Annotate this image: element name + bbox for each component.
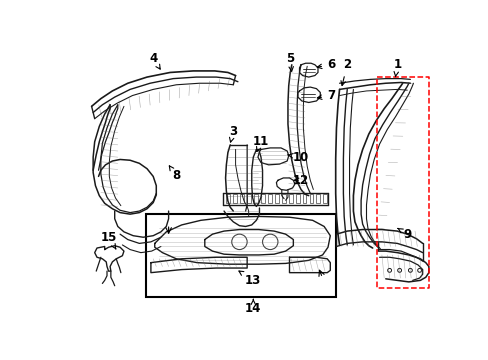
Text: 15: 15 <box>100 231 117 249</box>
Bar <box>323 194 326 203</box>
Text: 6: 6 <box>317 58 334 71</box>
Text: 7: 7 <box>317 89 334 102</box>
Text: 13: 13 <box>239 271 261 287</box>
Text: 3: 3 <box>229 125 237 142</box>
Bar <box>316 194 320 203</box>
Text: 14: 14 <box>244 300 261 315</box>
Text: 8: 8 <box>169 166 180 182</box>
Text: 1: 1 <box>392 58 401 77</box>
Bar <box>261 194 264 203</box>
Bar <box>233 194 237 203</box>
Text: 10: 10 <box>287 150 308 164</box>
Bar <box>254 194 257 203</box>
Text: 9: 9 <box>397 228 410 240</box>
Text: 4: 4 <box>149 52 160 69</box>
Text: 12: 12 <box>292 174 308 187</box>
Bar <box>145 214 335 297</box>
Bar <box>267 194 271 203</box>
Bar <box>295 194 299 203</box>
Bar <box>302 194 306 203</box>
Text: 2: 2 <box>340 58 350 86</box>
Bar <box>274 194 278 203</box>
Bar <box>226 194 230 203</box>
Bar <box>309 194 313 203</box>
Text: 5: 5 <box>285 52 294 71</box>
Text: 11: 11 <box>252 135 268 152</box>
Bar <box>288 194 292 203</box>
Bar <box>281 194 285 203</box>
Bar <box>240 194 244 203</box>
Bar <box>246 194 250 203</box>
